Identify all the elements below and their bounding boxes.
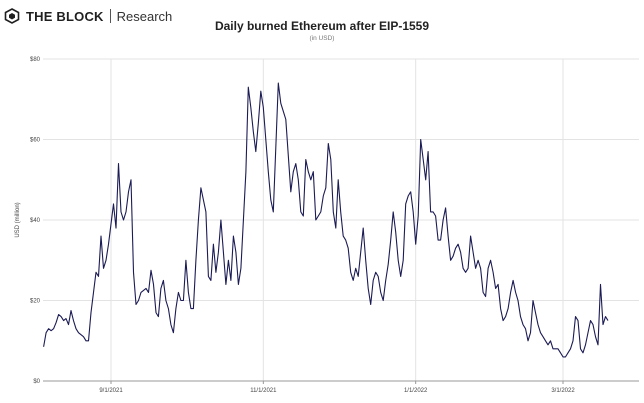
the-block-logo-icon <box>4 8 20 24</box>
y-axis-label: USD (million) <box>15 202 21 237</box>
brand-subtitle: Research <box>116 8 173 24</box>
chart-title: Daily burned Ethereum after EIP-1559 <box>214 19 430 33</box>
y-tick-label: $40 <box>30 218 41 224</box>
series-layer <box>43 82 609 358</box>
y-tick-label: $60 <box>30 138 41 144</box>
x-tick-label: 1/1/2022 <box>404 388 428 394</box>
brand: THE BLOCK Research <box>4 6 172 26</box>
brand-divider <box>109 9 111 23</box>
chart-subtitle: (in USD) <box>309 35 335 42</box>
x-tick-label: 11/1/2021 <box>250 388 277 394</box>
y-tick-label: $20 <box>30 299 41 305</box>
x-tick-label: 9/1/2021 <box>99 388 123 394</box>
brand-name: THE BLOCK <box>26 8 104 24</box>
axes: $0 $20 $40 $60 $80 9/1/2021 11/1/2021 1/1/2022 3… <box>30 57 639 394</box>
y-tick-label: $0 <box>33 379 40 385</box>
series-line <box>43 82 609 358</box>
x-tick-label: 3/1/2022 <box>551 388 575 394</box>
y-tick-label: $80 <box>30 57 41 63</box>
